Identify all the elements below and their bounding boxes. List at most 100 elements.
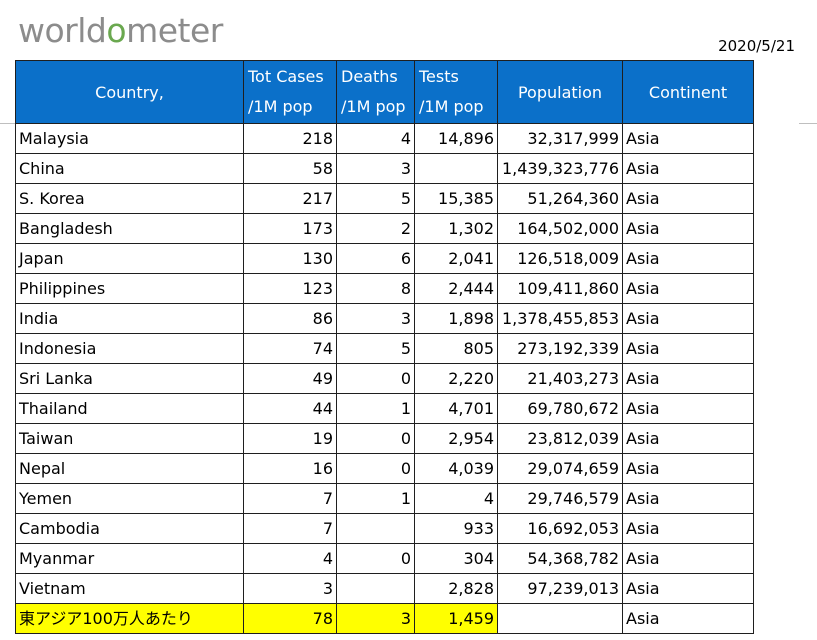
cell-deaths[interactable]: 2 <box>336 213 415 244</box>
header-tot-cases[interactable]: Tot Cases /1M pop <box>243 60 337 124</box>
cell-continent[interactable]: Asia <box>622 543 754 574</box>
cell-country[interactable]: Vietnam <box>15 573 244 604</box>
cell-population[interactable]: 97,239,013 <box>497 573 623 604</box>
cell-tests[interactable]: 4,039 <box>414 453 498 484</box>
cell-tot-cases[interactable]: 49 <box>243 363 337 394</box>
cell-country[interactable]: Malaysia <box>15 123 244 154</box>
cell-continent[interactable]: Asia <box>622 363 754 394</box>
cell-country[interactable]: Thailand <box>15 393 244 424</box>
cell-continent[interactable]: Asia <box>622 573 754 604</box>
cell-deaths[interactable]: 3 <box>336 303 415 334</box>
cell-country[interactable]: Myanmar <box>15 543 244 574</box>
cell-tests[interactable]: 2,954 <box>414 423 498 454</box>
cell-continent[interactable]: Asia <box>622 243 754 274</box>
cell-deaths[interactable]: 5 <box>336 183 415 214</box>
cell-tests[interactable]: 1,302 <box>414 213 498 244</box>
header-tests[interactable]: Tests /1M pop <box>414 60 498 124</box>
cell-country[interactable]: China <box>15 153 244 184</box>
cell-deaths[interactable]: 3 <box>336 153 415 184</box>
summary-tot-cases[interactable]: 78 <box>243 603 337 634</box>
cell-tests[interactable]: 2,828 <box>414 573 498 604</box>
cell-population[interactable]: 23,812,039 <box>497 423 623 454</box>
cell-country[interactable]: India <box>15 303 244 334</box>
cell-country[interactable]: Taiwan <box>15 423 244 454</box>
cell-population[interactable]: 1,439,323,776 <box>497 153 623 184</box>
cell-tot-cases[interactable]: 123 <box>243 273 337 304</box>
cell-tests[interactable]: 14,896 <box>414 123 498 154</box>
cell-continent[interactable]: Asia <box>622 513 754 544</box>
cell-population[interactable]: 1,378,455,853 <box>497 303 623 334</box>
cell-tests[interactable]: 805 <box>414 333 498 364</box>
header-continent[interactable]: Continent <box>622 60 754 124</box>
cell-tot-cases[interactable]: 16 <box>243 453 337 484</box>
summary-label[interactable]: 東アジア100万人あたり <box>15 603 244 634</box>
header-population[interactable]: Population <box>497 60 623 124</box>
cell-continent[interactable]: Asia <box>622 153 754 184</box>
cell-tests[interactable]: 1,898 <box>414 303 498 334</box>
cell-deaths[interactable]: 0 <box>336 543 415 574</box>
cell-deaths[interactable]: 0 <box>336 453 415 484</box>
cell-country[interactable]: Cambodia <box>15 513 244 544</box>
cell-deaths[interactable] <box>336 573 415 604</box>
cell-population[interactable]: 32,317,999 <box>497 123 623 154</box>
cell-deaths[interactable]: 0 <box>336 363 415 394</box>
cell-continent[interactable]: Asia <box>622 453 754 484</box>
summary-continent[interactable]: Asia <box>622 603 754 634</box>
cell-tests[interactable]: 933 <box>414 513 498 544</box>
cell-tot-cases[interactable]: 4 <box>243 543 337 574</box>
cell-continent[interactable]: Asia <box>622 303 754 334</box>
cell-tot-cases[interactable]: 3 <box>243 573 337 604</box>
cell-deaths[interactable] <box>336 513 415 544</box>
cell-continent[interactable]: Asia <box>622 123 754 154</box>
summary-deaths[interactable]: 3 <box>336 603 415 634</box>
cell-deaths[interactable]: 1 <box>336 393 415 424</box>
cell-tests[interactable]: 4 <box>414 483 498 514</box>
cell-deaths[interactable]: 6 <box>336 243 415 274</box>
cell-deaths[interactable]: 0 <box>336 423 415 454</box>
cell-population[interactable]: 54,368,782 <box>497 543 623 574</box>
cell-country[interactable]: Yemen <box>15 483 244 514</box>
cell-continent[interactable]: Asia <box>622 483 754 514</box>
cell-population[interactable]: 21,403,273 <box>497 363 623 394</box>
header-deaths[interactable]: Deaths /1M pop <box>336 60 415 124</box>
cell-population[interactable]: 69,780,672 <box>497 393 623 424</box>
cell-population[interactable]: 16,692,053 <box>497 513 623 544</box>
cell-population[interactable]: 29,074,659 <box>497 453 623 484</box>
cell-tot-cases[interactable]: 173 <box>243 213 337 244</box>
cell-population[interactable]: 109,411,860 <box>497 273 623 304</box>
summary-tests[interactable]: 1,459 <box>414 603 498 634</box>
cell-continent[interactable]: Asia <box>622 183 754 214</box>
cell-deaths[interactable]: 4 <box>336 123 415 154</box>
summary-population[interactable] <box>497 603 623 634</box>
cell-continent[interactable]: Asia <box>622 423 754 454</box>
cell-tot-cases[interactable]: 44 <box>243 393 337 424</box>
cell-continent[interactable]: Asia <box>622 393 754 424</box>
cell-tests[interactable] <box>414 153 498 184</box>
cell-continent[interactable]: Asia <box>622 333 754 364</box>
cell-country[interactable]: Sri Lanka <box>15 363 244 394</box>
cell-tot-cases[interactable]: 74 <box>243 333 337 364</box>
cell-population[interactable]: 273,192,339 <box>497 333 623 364</box>
cell-country[interactable]: Nepal <box>15 453 244 484</box>
cell-tests[interactable]: 4,701 <box>414 393 498 424</box>
cell-population[interactable]: 126,518,009 <box>497 243 623 274</box>
cell-tot-cases[interactable]: 130 <box>243 243 337 274</box>
header-country[interactable]: Country, <box>15 60 244 124</box>
cell-tests[interactable]: 304 <box>414 543 498 574</box>
cell-population[interactable]: 29,746,579 <box>497 483 623 514</box>
cell-tot-cases[interactable]: 217 <box>243 183 337 214</box>
cell-country[interactable]: Philippines <box>15 273 244 304</box>
cell-country[interactable]: S. Korea <box>15 183 244 214</box>
cell-tests[interactable]: 2,220 <box>414 363 498 394</box>
cell-tot-cases[interactable]: 86 <box>243 303 337 334</box>
cell-tot-cases[interactable]: 218 <box>243 123 337 154</box>
cell-country[interactable]: Japan <box>15 243 244 274</box>
cell-tests[interactable]: 15,385 <box>414 183 498 214</box>
cell-tot-cases[interactable]: 19 <box>243 423 337 454</box>
cell-deaths[interactable]: 1 <box>336 483 415 514</box>
cell-country[interactable]: Indonesia <box>15 333 244 364</box>
cell-continent[interactable]: Asia <box>622 213 754 244</box>
cell-country[interactable]: Bangladesh <box>15 213 244 244</box>
cell-continent[interactable]: Asia <box>622 273 754 304</box>
cell-tot-cases[interactable]: 7 <box>243 513 337 544</box>
